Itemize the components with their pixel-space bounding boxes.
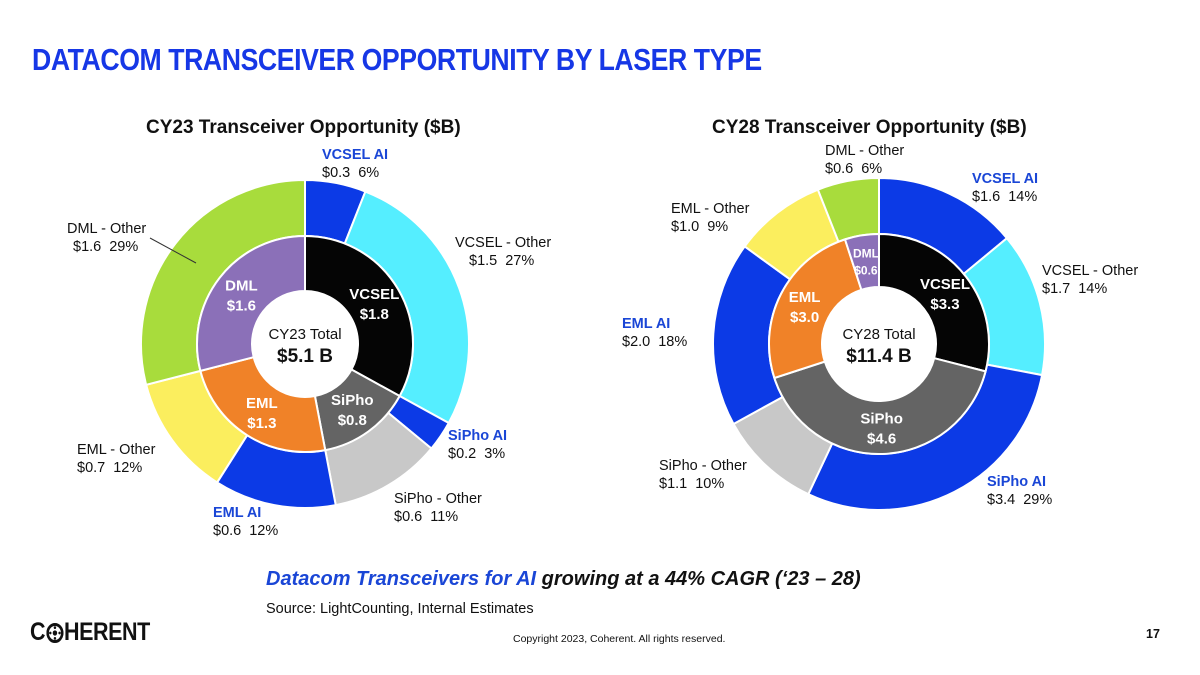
cy28-label-eml-ai: EML AI $2.0 18% bbox=[622, 316, 688, 350]
chart-title-cy28: CY28 Transceiver Opportunity ($B) bbox=[712, 117, 1027, 138]
cy28-inner-inner-label-dml-value: $0.6 bbox=[854, 264, 878, 278]
logo-suffix: HERENT bbox=[64, 618, 150, 646]
cy28-inner-inner-label-sipho-value: $4.6 bbox=[867, 430, 896, 447]
cy28-inner-inner-label-eml-value: $3.0 bbox=[790, 309, 819, 326]
cy23-donut-hole bbox=[252, 291, 358, 397]
cy23-label-vcsel-ai: VCSEL AI $0.3 6% bbox=[322, 147, 389, 181]
coherent-logo: C HERENT bbox=[30, 618, 150, 647]
cy28-inner-inner-label-dml-name: DML bbox=[853, 247, 879, 261]
cy28-label-eml-other: EML - Other $1.0 9% bbox=[671, 201, 750, 235]
cy23-center-value: $5.1 B bbox=[277, 346, 333, 367]
cy23-inner-inner-label-vcsel-name: VCSEL bbox=[349, 286, 399, 303]
cy23-label-eml-other: EML - Other $0.7 12% bbox=[77, 442, 156, 476]
cy23-label-dml-other: DML - Other $1.6 29% bbox=[67, 221, 147, 255]
cy23-label-sipho-ai: SiPho AI $0.2 3% bbox=[448, 428, 508, 462]
cy23-inner-inner-label-eml-name: EML bbox=[246, 395, 278, 412]
cy23-inner-inner-label-sipho-value: $0.8 bbox=[338, 412, 367, 429]
cy23-label-eml-ai: EML AI $0.6 12% bbox=[213, 505, 279, 539]
cy28-center-label: CY28 Total bbox=[842, 326, 915, 343]
cy23-inner-inner-label-dml-value: $1.6 bbox=[227, 298, 256, 315]
cy28-label-dml-other: DML - Other $0.6 6% bbox=[825, 143, 905, 177]
cagr-headline: Datacom Transceivers for AI growing at a… bbox=[266, 568, 861, 591]
cy28-label-vcsel-other: VCSEL - Other $1.7 14% bbox=[1042, 263, 1139, 297]
cy28-center-value: $11.4 B bbox=[846, 346, 912, 367]
page-number: 17 bbox=[1146, 627, 1160, 641]
cy23-center-label: CY23 Total bbox=[268, 326, 341, 343]
cy23-inner-inner-label-sipho-name: SiPho bbox=[331, 392, 374, 409]
cy23-inner-inner-label-eml-value: $1.3 bbox=[247, 415, 276, 432]
source-note: Source: LightCounting, Internal Estimate… bbox=[266, 601, 534, 617]
cy23-inner-inner-label-vcsel-value: $1.8 bbox=[360, 306, 389, 323]
page-title: DATACOM TRANSCEIVER OPPORTUNITY BY LASER… bbox=[32, 42, 762, 77]
cy28-inner-inner-label-vcsel-name: VCSEL bbox=[920, 276, 970, 293]
cy28-donut-hole bbox=[822, 287, 936, 401]
cagr-headline-rest: growing at a 44% CAGR (‘23 – 28) bbox=[536, 568, 861, 590]
cy28-label-sipho-ai: SiPho AI $3.4 29% bbox=[987, 474, 1053, 508]
cy23-label-vcsel-other: VCSEL - Other $1.5 27% bbox=[455, 235, 552, 269]
cagr-headline-highlight: Datacom Transceivers for AI bbox=[266, 568, 537, 590]
cy28-label-vcsel-ai: VCSEL AI $1.6 14% bbox=[972, 171, 1039, 205]
cy28-inner-inner-label-eml-name: EML bbox=[789, 289, 821, 306]
cy28-inner-inner-label-sipho-name: SiPho bbox=[860, 410, 903, 427]
cy28-inner-inner-label-vcsel-value: $3.3 bbox=[930, 296, 959, 313]
cy23-label-sipho-other: SiPho - Other $0.6 11% bbox=[394, 491, 482, 525]
chart-title-cy23: CY23 Transceiver Opportunity ($B) bbox=[146, 117, 461, 138]
cy23-inner-inner-label-dml-name: DML bbox=[225, 278, 258, 295]
logo-prefix: C bbox=[30, 618, 46, 646]
coherent-globe-icon bbox=[45, 622, 64, 643]
cy28-label-sipho-other: SiPho - Other $1.1 10% bbox=[659, 458, 747, 492]
copyright-note: Copyright 2023, Coherent. All rights res… bbox=[513, 633, 726, 645]
